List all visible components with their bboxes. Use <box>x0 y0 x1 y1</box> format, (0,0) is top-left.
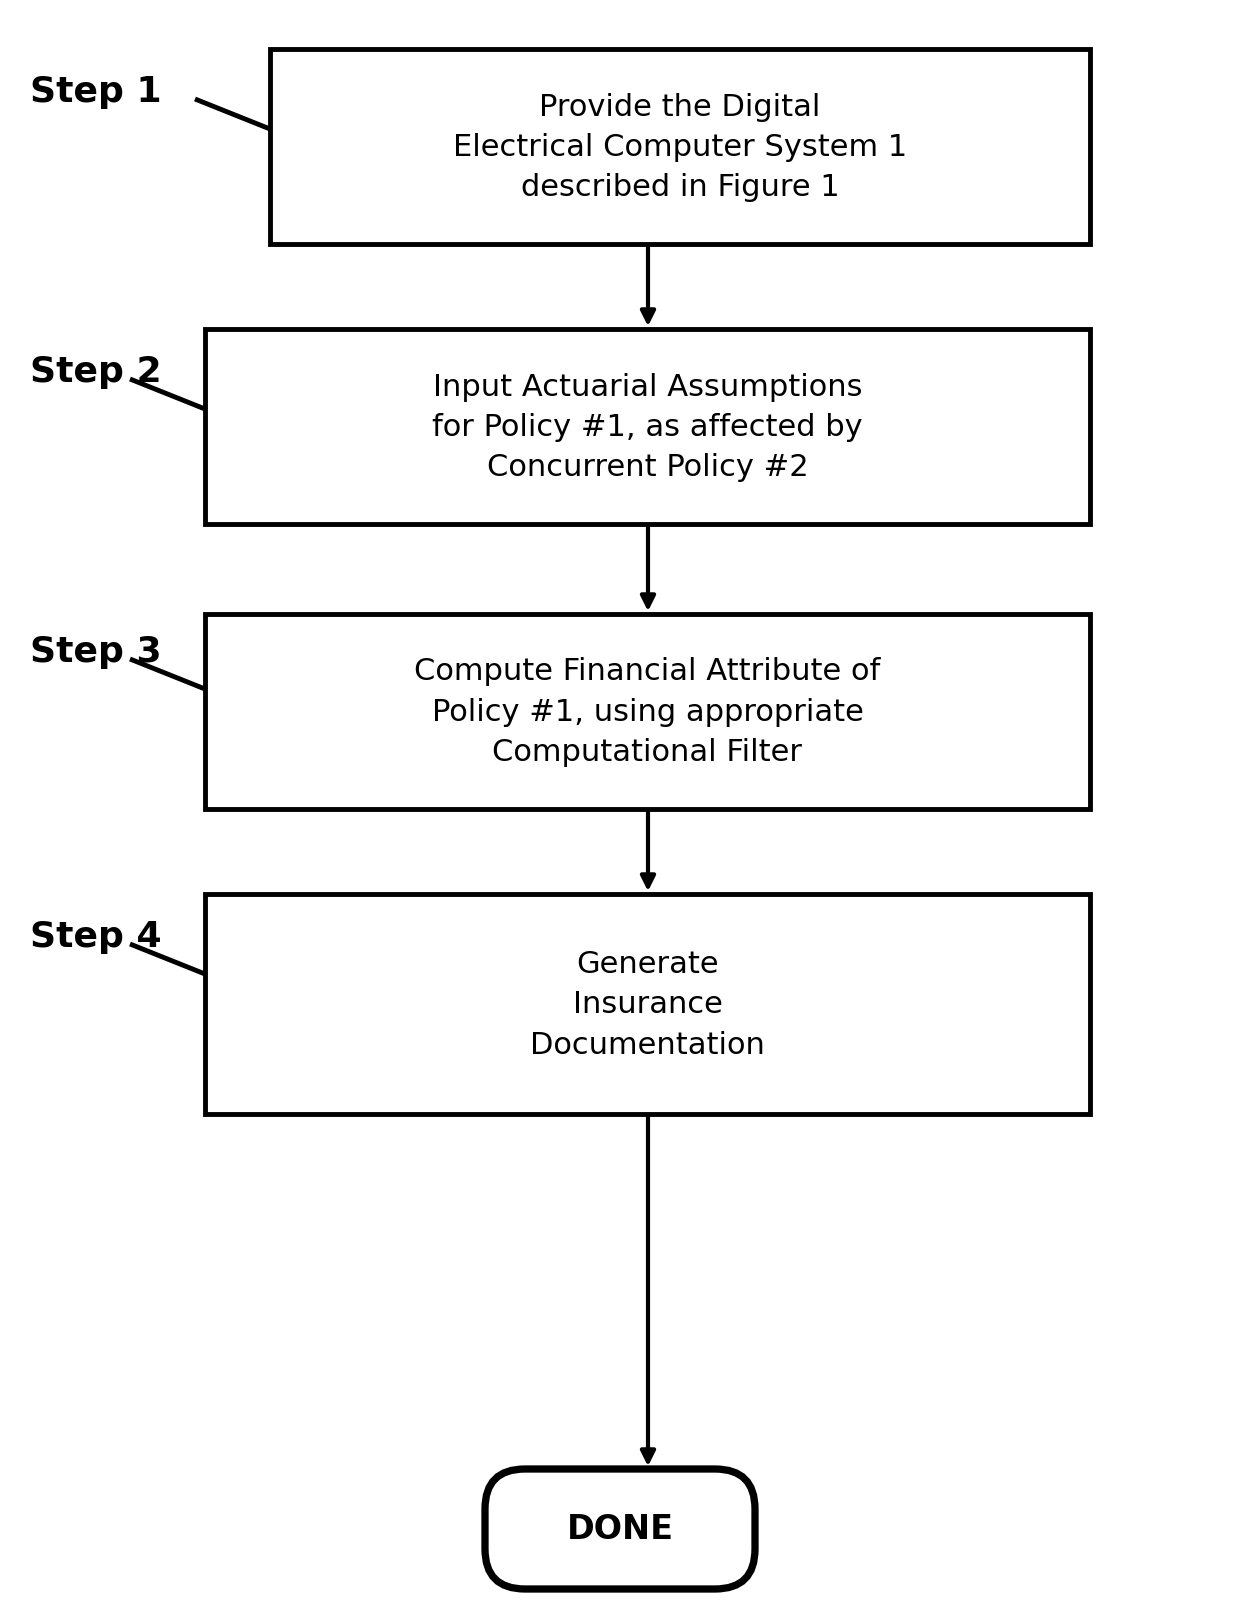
FancyBboxPatch shape <box>485 1469 755 1589</box>
Text: Provide the Digital
Electrical Computer System 1
described in Figure 1: Provide the Digital Electrical Computer … <box>453 93 908 203</box>
Text: Step 1: Step 1 <box>30 75 161 109</box>
Text: Generate
Insurance
Documentation: Generate Insurance Documentation <box>529 949 765 1060</box>
Text: Compute Financial Attribute of
Policy #1, using appropriate
Computational Filter: Compute Financial Attribute of Policy #1… <box>414 657 880 768</box>
Bar <box>205 329 1090 524</box>
Text: Step 3: Step 3 <box>30 635 161 669</box>
Text: Step 4: Step 4 <box>30 920 161 953</box>
Bar <box>205 615 1090 810</box>
Bar <box>270 50 1090 245</box>
Text: DONE: DONE <box>567 1513 673 1545</box>
Text: Input Actuarial Assumptions
for Policy #1, as affected by
Concurrent Policy #2: Input Actuarial Assumptions for Policy #… <box>433 372 863 482</box>
Bar <box>205 894 1090 1115</box>
Text: Step 2: Step 2 <box>30 355 161 390</box>
